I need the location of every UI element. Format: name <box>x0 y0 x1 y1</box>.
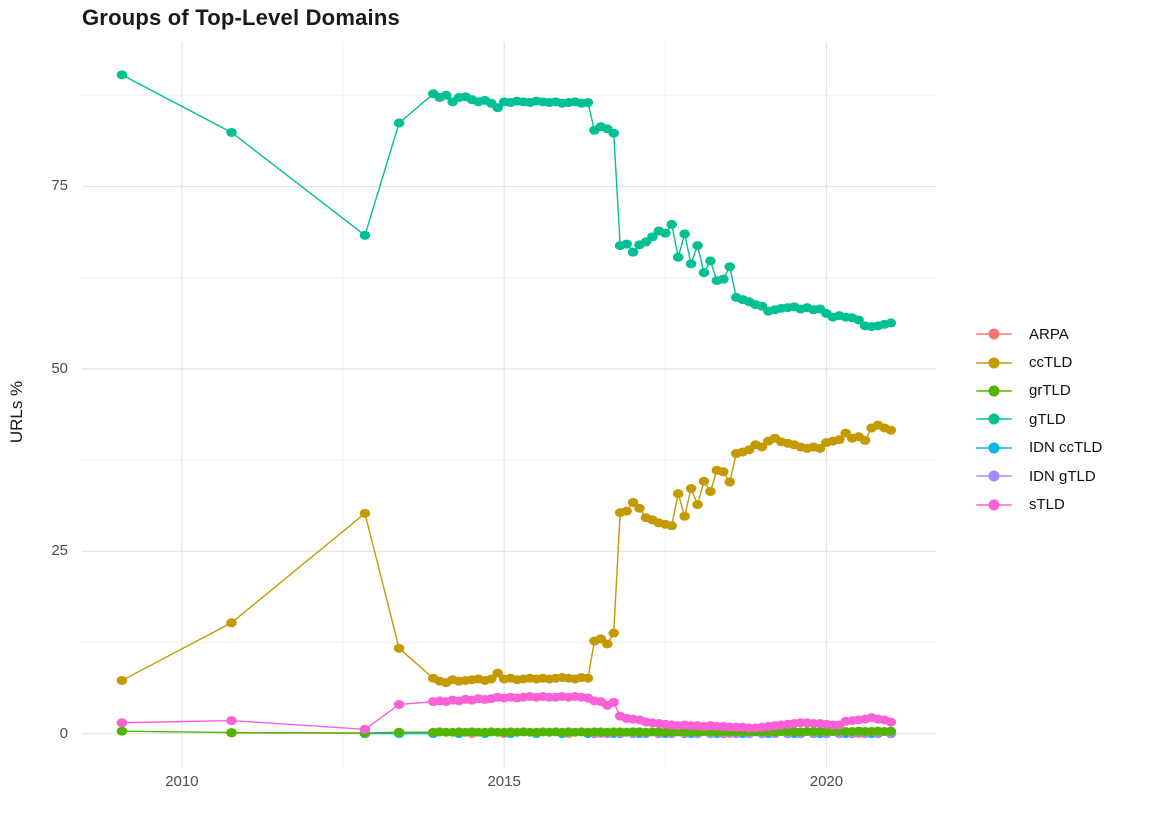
y-tick-label: 0 <box>59 724 68 742</box>
legend-key-gtld <box>976 412 1012 426</box>
legend-dot-icon <box>988 442 1000 454</box>
legend: ARPA ccTLD grTLD gTLD IDN ccTLD IDN gTLD… <box>976 320 1102 519</box>
legend-item-gtld: gTLD <box>976 405 1102 433</box>
x-tick-label: 2020 <box>809 773 844 790</box>
legend-label: ARPA <box>1029 325 1069 343</box>
legend-key-stld <box>976 498 1012 512</box>
legend-label: sTLD <box>1029 496 1065 514</box>
y-tick-label: 25 <box>51 542 68 560</box>
legend-item-stld: sTLD <box>976 490 1102 518</box>
legend-item-idn-cctld: IDN ccTLD <box>976 434 1102 462</box>
legend-item-grtld: grTLD <box>976 377 1102 405</box>
legend-dot-icon <box>988 413 1000 425</box>
legend-item-arpa: ARPA <box>976 320 1102 348</box>
legend-dot-icon <box>988 357 1000 369</box>
legend-item-cctld: ccTLD <box>976 348 1102 376</box>
y-axis-title: URLs % <box>7 380 26 444</box>
legend-dot-icon <box>988 385 1000 397</box>
legend-label: ccTLD <box>1029 354 1073 372</box>
legend-key-cctld <box>976 356 1012 370</box>
legend-key-idn-gtld <box>976 469 1012 483</box>
legend-label: IDN ccTLD <box>1029 439 1103 457</box>
legend-dot-icon <box>988 328 1000 340</box>
legend-item-idn-gtld: IDN gTLD <box>976 462 1102 490</box>
legend-key-grtld <box>976 384 1012 398</box>
legend-key-idn-cctld <box>976 441 1012 455</box>
chart-title: Groups of Top-Level Domains <box>82 5 400 30</box>
legend-label: gTLD <box>1029 410 1066 428</box>
legend-label: grTLD <box>1029 382 1071 400</box>
x-tick-label: 2010 <box>165 773 199 790</box>
legend-dot-icon <box>988 499 1000 511</box>
x-tick-label: 2015 <box>487 773 521 790</box>
y-tick-label: 50 <box>51 359 68 377</box>
legend-dot-icon <box>988 470 1000 482</box>
legend-label: IDN gTLD <box>1029 467 1096 485</box>
y-tick-label: 75 <box>51 177 68 195</box>
legend-key-arpa <box>976 327 1012 341</box>
